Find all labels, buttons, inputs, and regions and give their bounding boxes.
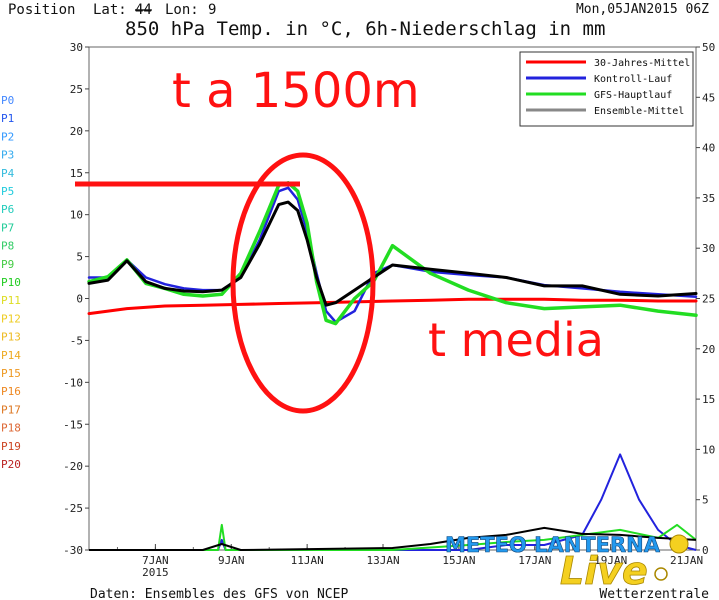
y-tick-label: -5 xyxy=(70,334,83,347)
y2-tick-label: 0 xyxy=(702,544,709,557)
member-label-p7: P7 xyxy=(1,221,14,234)
precip-line-kontroll-lauf xyxy=(89,453,697,551)
precip-line-ensemble-mittel xyxy=(89,526,697,551)
member-label-p10: P10 xyxy=(1,276,21,289)
x-tick-label: 21JAN xyxy=(670,554,703,567)
y-tick-label: 15 xyxy=(70,167,83,180)
precip-line-gfs-hauptlauf xyxy=(89,523,697,551)
x-tick-label: 9JAN xyxy=(218,554,245,567)
y-tick-label: 25 xyxy=(70,83,83,96)
chart-title: 850 hPa Temp. in °C, 6h-Niederschlag in … xyxy=(125,18,605,40)
annotation-peak-ellipse xyxy=(230,152,376,414)
annotation-t-a-1500m: t a 1500m xyxy=(172,63,420,119)
member-label-p1: P1 xyxy=(1,112,14,125)
member-label-p18: P18 xyxy=(1,422,21,435)
y2-tick-label: 10 xyxy=(702,443,715,456)
lat-label: Lat: xyxy=(93,2,127,18)
y2-tick-label: 20 xyxy=(702,343,715,356)
y-tick-label: 10 xyxy=(70,209,83,222)
member-label-p20: P20 xyxy=(1,458,21,471)
x-tick-label: 13JAN xyxy=(366,554,399,567)
y2-tick-label: 35 xyxy=(702,192,715,205)
member-label-p6: P6 xyxy=(1,203,14,216)
y2-tick-label: 25 xyxy=(702,293,715,306)
lon-value: 9 xyxy=(208,2,216,18)
member-label-p5: P5 xyxy=(1,185,14,198)
axes: 302520151050-5-10-15-20-25-3050454035302… xyxy=(63,41,715,579)
sun-icon xyxy=(654,567,668,581)
lon-label: Lon: xyxy=(165,2,199,18)
x-tick-label: 7JAN xyxy=(142,554,169,567)
x-tick-label: 17JAN xyxy=(518,554,551,567)
member-label-p14: P14 xyxy=(1,349,21,362)
member-labels: P0 P1 P2 P3 P4 P5 P6 P7 P8 P9 P10 P11 P12 P13 P14 P15 P1… xyxy=(1,94,21,471)
series-line-30-jahres-mittel xyxy=(87,297,698,316)
series-group xyxy=(87,181,698,551)
member-label-p9: P9 xyxy=(1,258,14,271)
watermark: METEO LANTERNA Live xyxy=(445,533,689,593)
run-timestamp: Mon,05JAN2015 06Z xyxy=(576,2,709,17)
series-line-gfs-hauptlauf xyxy=(87,181,698,326)
plot-area xyxy=(88,46,697,551)
y-tick-label: 0 xyxy=(76,293,83,306)
legend-label: GFS-Hauptlauf xyxy=(594,90,672,101)
watermark-text: METEO LANTERNA xyxy=(445,533,661,557)
annotation-layer: t a 1500m t media xyxy=(75,63,604,414)
member-label-p12: P12 xyxy=(1,312,21,325)
x-tick-sublabel: 2015 xyxy=(142,566,169,579)
member-label-p15: P15 xyxy=(1,367,21,380)
legend-label: Kontroll-Lauf xyxy=(594,74,672,85)
annotation-t-media: t media xyxy=(428,313,604,367)
member-label-p11: P11 xyxy=(1,294,21,307)
series-line-ensemble-mittel xyxy=(87,200,698,307)
member-label-p13: P13 xyxy=(1,331,21,344)
member-label-p16: P16 xyxy=(1,385,21,398)
member-label-p0: P0 xyxy=(1,94,14,107)
credit: Wetterzentrale xyxy=(599,587,709,600)
y-tick-label: -25 xyxy=(63,502,83,515)
y-tick-label: -10 xyxy=(63,376,83,389)
legend: 30-Jahres-Mittel Kontroll-Lauf GFS-Hauptla… xyxy=(519,51,694,127)
y-tick-label: -30 xyxy=(63,544,83,557)
legend-label: 30-Jahres-Mittel xyxy=(594,58,690,69)
legend-box xyxy=(519,51,694,127)
member-label-p17: P17 xyxy=(1,403,21,416)
member-label-p19: P19 xyxy=(1,440,21,453)
x-tick-label: 19JAN xyxy=(594,554,627,567)
legend-label: Ensemble-Mittel xyxy=(594,106,684,117)
y-tick-label: 30 xyxy=(70,41,83,54)
member-label-p4: P4 xyxy=(1,167,15,180)
y2-tick-label: 40 xyxy=(702,142,715,155)
y-tick-label: 20 xyxy=(70,125,83,138)
member-label-p8: P8 xyxy=(1,240,14,253)
y-tick-label: 5 xyxy=(76,251,83,264)
position-label: Position xyxy=(8,2,75,18)
data-source: Daten: Ensembles des GFS von NCEP xyxy=(90,587,348,600)
y2-tick-label: 30 xyxy=(702,242,715,255)
lat-value: 44 xyxy=(135,2,152,18)
y2-tick-label: 15 xyxy=(702,393,715,406)
watermark-script: Live xyxy=(560,549,648,593)
y-tick-label: -15 xyxy=(63,418,83,431)
member-label-p3: P3 xyxy=(1,149,14,162)
x-tick-label: 11JAN xyxy=(291,554,324,567)
y2-tick-label: 50 xyxy=(702,41,715,54)
x-tick-label: 15JAN xyxy=(442,554,475,567)
lantern-icon xyxy=(669,534,689,554)
y-tick-label: -20 xyxy=(63,460,83,473)
y2-tick-label: 45 xyxy=(702,91,715,104)
member-label-p2: P2 xyxy=(1,130,14,143)
y2-tick-label: 5 xyxy=(702,494,709,507)
